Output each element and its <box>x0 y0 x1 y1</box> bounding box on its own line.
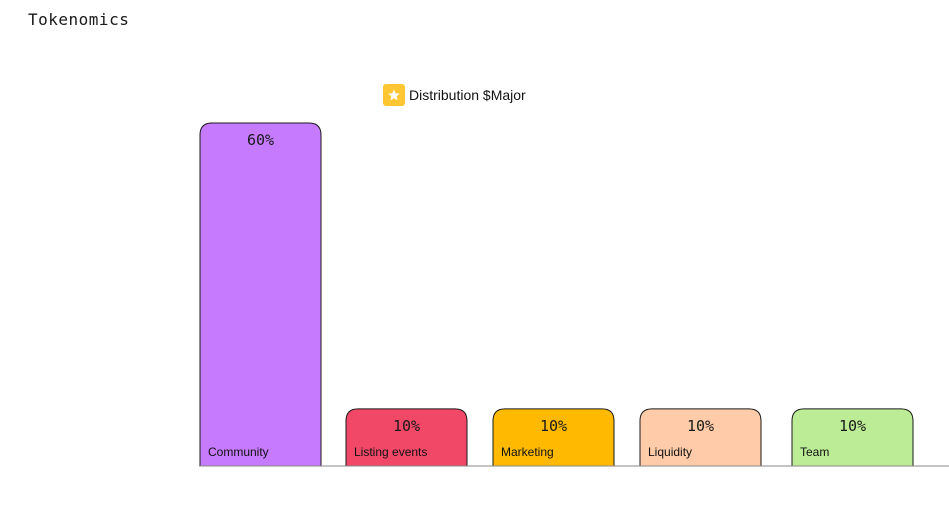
chart-title: Distribution $Major <box>409 87 526 103</box>
bar-community <box>199 122 322 467</box>
page-title: Tokenomics <box>28 10 130 29</box>
bar-category-label: Marketing <box>501 445 554 459</box>
bar-value-label: 10% <box>687 417 714 435</box>
bar-value-label: 10% <box>839 417 866 435</box>
bar-category-label: Liquidity <box>648 445 692 459</box>
bar-value-label: 10% <box>393 417 420 435</box>
bar-listing-events <box>345 408 468 467</box>
bar-marketing <box>492 408 615 467</box>
bar-value-label: 60% <box>247 131 274 149</box>
bar-liquidity <box>639 408 762 467</box>
bar-category-label: Community <box>208 445 269 459</box>
chart-legend: Distribution $Major <box>383 84 526 106</box>
bar-category-label: Listing events <box>354 445 427 459</box>
star-icon <box>383 84 405 106</box>
bar-category-label: Team <box>800 445 829 459</box>
bar-team <box>791 408 914 467</box>
bar-value-label: 10% <box>540 417 567 435</box>
star-icon-glyph <box>388 89 400 101</box>
